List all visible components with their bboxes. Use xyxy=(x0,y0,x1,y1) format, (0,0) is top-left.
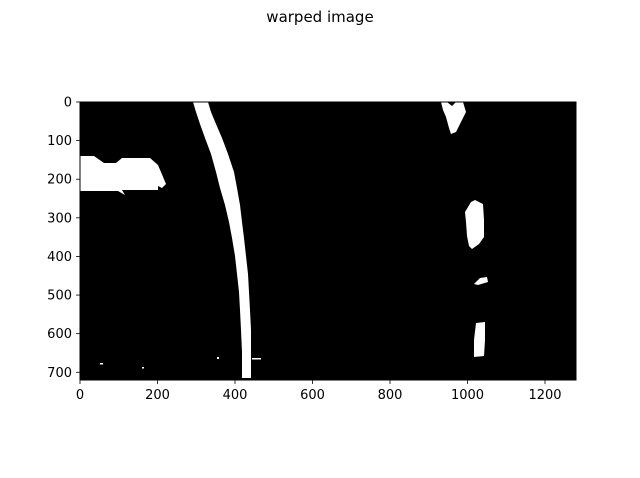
y-tick-label: 200 xyxy=(47,173,72,188)
y-tick-label: 500 xyxy=(47,289,72,304)
left-lane-line xyxy=(193,102,251,378)
y-tick-label: 0 xyxy=(64,96,72,111)
x-axis: 0 200 400 600 800 1000 1200 xyxy=(76,380,562,403)
y-tick-label: 700 xyxy=(47,366,72,381)
y-tick-label: 300 xyxy=(47,211,72,226)
warped-image-background xyxy=(80,102,576,380)
left-edge-blob xyxy=(80,156,166,195)
image-area xyxy=(79,101,577,381)
right-lane-fragment-bottom xyxy=(474,322,485,357)
speck xyxy=(252,358,261,360)
right-lane-fragment-small xyxy=(474,277,488,285)
y-tick-label: 600 xyxy=(47,327,72,342)
right-lane-fragment-top xyxy=(441,102,466,134)
speck xyxy=(100,363,103,365)
speck xyxy=(217,357,219,359)
right-lane-fragment-middle xyxy=(465,200,484,249)
y-axis: 0 100 200 300 400 500 600 700 xyxy=(47,96,80,381)
x-tick-label: 600 xyxy=(300,388,325,403)
x-tick-label: 800 xyxy=(378,388,403,403)
figure-title: warped image xyxy=(266,8,373,26)
y-tick-label: 100 xyxy=(47,134,72,149)
y-tick-label: 400 xyxy=(47,250,72,265)
x-tick-label: 1200 xyxy=(528,388,561,403)
x-tick-label: 1000 xyxy=(451,388,484,403)
speck xyxy=(142,367,144,369)
image-border xyxy=(79,101,577,381)
x-tick-label: 0 xyxy=(76,388,84,403)
x-tick-label: 200 xyxy=(145,388,170,403)
x-tick-label: 400 xyxy=(223,388,248,403)
